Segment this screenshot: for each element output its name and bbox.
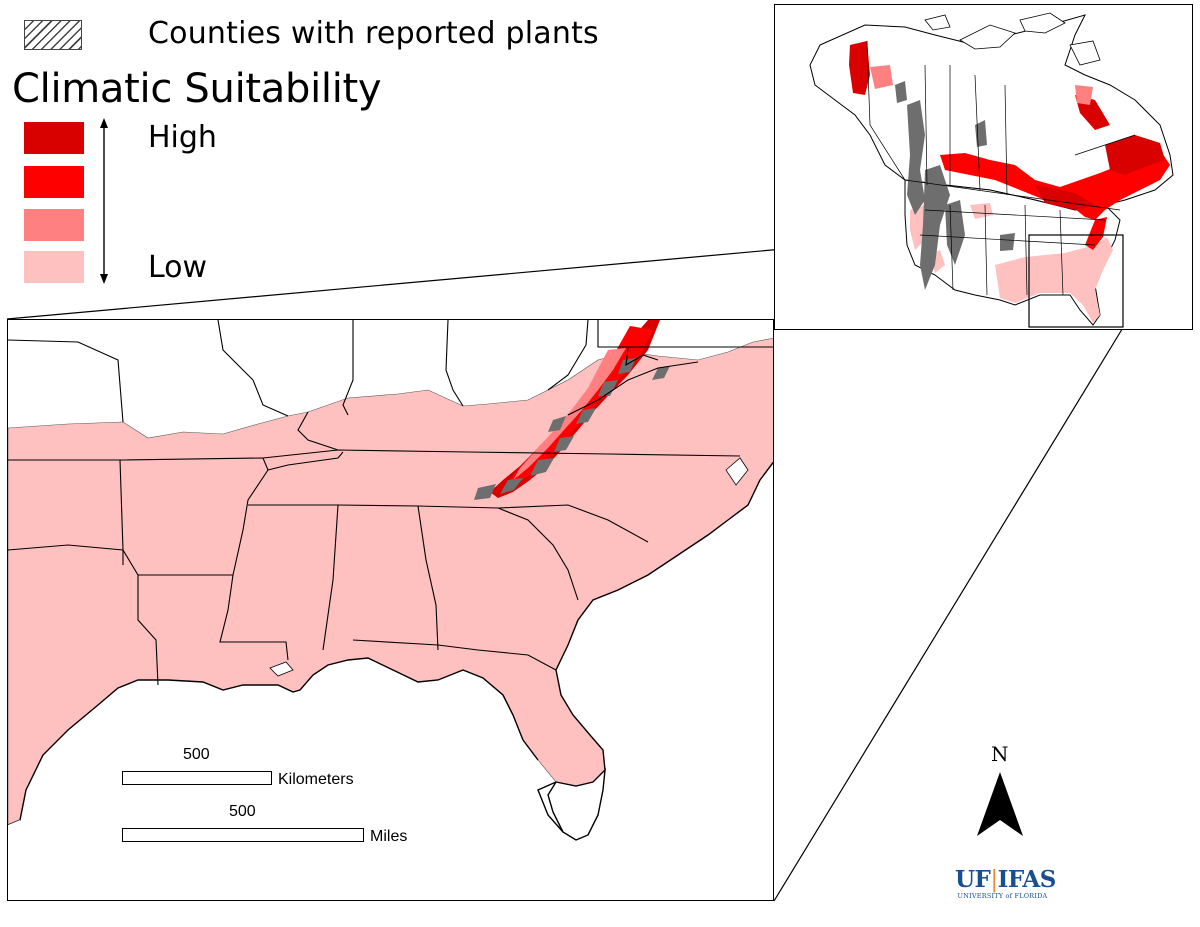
scale-km-bar: [122, 771, 272, 785]
inset-appalachian-red: [1085, 217, 1107, 250]
swatch-moderate: [24, 209, 84, 241]
hatch-swatch: [24, 20, 82, 50]
scale-km-value: 500: [183, 746, 210, 763]
reported-counties: [474, 358, 670, 500]
swatch-low: [24, 251, 84, 283]
logo-ifas: IFAS: [997, 866, 1057, 893]
north-arrow-icon: [977, 772, 1023, 836]
inset-red-belt: [940, 150, 1170, 220]
logo-uf: UF: [955, 866, 991, 893]
legend-high-label: High: [148, 120, 217, 155]
inset-map[interactable]: [774, 4, 1193, 330]
north-label: N: [991, 742, 1009, 766]
scale-km-unit: Kilometers: [278, 771, 354, 788]
north-america-map-svg: [809, 12, 1174, 328]
florida-south-tip: [547, 768, 606, 841]
arctic-islands: [924, 12, 1101, 66]
low-suitability-region: [8, 338, 773, 826]
double-arrow-icon: [100, 118, 108, 284]
hatch-legend-label: Counties with reported plants: [148, 16, 599, 51]
scale-mi-bar: [122, 828, 364, 842]
main-map[interactable]: [7, 319, 774, 901]
lake-pontchartrain: [269, 661, 294, 677]
inset-boundaries: [866, 40, 1136, 296]
legend-low-label: Low: [148, 250, 208, 285]
texas-south-white: [8, 820, 26, 860]
inset-darkred-belt: [1035, 95, 1165, 210]
logo-subtitle: UNIVERSITY of FLORIDA: [957, 892, 1048, 900]
inset-low-suitability: [995, 237, 1113, 323]
uf-ifas-logo: UF|IFAS UNIVERSITY of FLORIDA: [955, 866, 1056, 901]
scale-mi-unit: Miles: [370, 828, 408, 845]
southeast-map-svg: [8, 320, 773, 860]
inset-alaska-pink: [870, 65, 893, 89]
coastal-bay: [725, 457, 749, 486]
legend-title: Climatic Suitability: [12, 66, 382, 112]
state-boundaries: [8, 320, 773, 686]
logo-separator: |: [990, 867, 998, 893]
swatch-high: [24, 166, 84, 198]
swatch-highest: [24, 122, 84, 154]
inset-reported-counties: [895, 81, 1015, 290]
scale-mi-value: 500: [229, 803, 256, 820]
inset-alaska-red: [849, 41, 870, 95]
inset-zoom-extent: [1028, 234, 1124, 328]
inset-pink-quebec: [1075, 85, 1093, 105]
